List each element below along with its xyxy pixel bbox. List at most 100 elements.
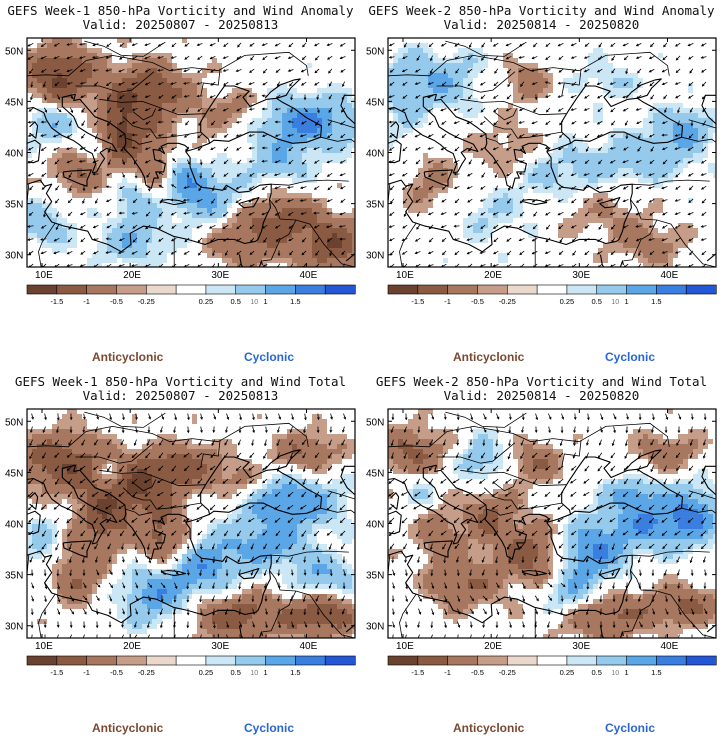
colorbar-label: -0.25 — [499, 668, 516, 677]
country-borders — [388, 411, 716, 638]
colorbar-label: 0.25 — [199, 297, 214, 306]
colorbar-swatch — [205, 284, 237, 295]
colorbar-swatch — [265, 284, 296, 295]
colorbar-label: 1.5 — [651, 297, 661, 306]
latitude-label: 45N — [5, 97, 23, 108]
colorbar-label: 0.25 — [560, 668, 575, 677]
colorbar-swatch — [26, 284, 58, 295]
wind-vectors — [388, 413, 708, 638]
panel-title: GEFS Week-2 850-hPa Vorticity and Wind A… — [368, 3, 715, 18]
latitude-label: 45N — [5, 468, 23, 479]
coastlines — [388, 78, 716, 267]
colorbar-swatch — [626, 655, 657, 666]
colorbar-label: -0.5 — [471, 668, 484, 677]
colorbar-unit: 10 — [250, 299, 258, 306]
colorbar-swatch — [417, 284, 449, 295]
coastlines — [27, 78, 355, 267]
colorbar-label: 0.5 — [592, 297, 602, 306]
colorbar-swatch — [417, 655, 449, 666]
colorbar-swatch — [265, 655, 296, 666]
colorbar: -1.5 -1 -0.5 -0.25 0.25 0.5 1 1.5 10 — [26, 284, 356, 306]
country-borders — [27, 40, 355, 267]
panel-valid-dates: Valid: 20250814 - 20250820 — [443, 17, 640, 32]
panel-title: GEFS Week-1 850-hPa Vorticity and Wind A… — [7, 3, 354, 18]
colorbar-swatch — [536, 655, 568, 666]
colorbar-label: -1.5 — [50, 297, 63, 306]
colorbar-label: 1 — [263, 668, 267, 677]
vorticity-map: 50N 45N 40N 35N 30N 10E 20E 30E 40E -1.5 -1 -0.5 -0.… — [366, 408, 717, 677]
colorbar-swatch — [295, 284, 326, 295]
vorticity-map: 50N 45N 40N 35N 30N 10E 20E 30E 40E -1.5 -1 -0.5 -0.… — [5, 37, 356, 306]
panel-title: GEFS Week-1 850-hPa Vorticity and Wind T… — [14, 374, 347, 389]
colorbar-swatch — [235, 655, 267, 666]
colorbar-swatch — [86, 655, 118, 666]
latitude-label: 35N — [366, 571, 384, 582]
wind-vectors — [27, 413, 347, 638]
coastlines — [388, 449, 716, 638]
colorbar-swatch — [56, 655, 88, 666]
longitude-label: 20E — [123, 641, 141, 652]
colorbar-label: -0.5 — [110, 297, 123, 306]
colorbar-label: -0.25 — [499, 297, 516, 306]
colorbar-label: -0.5 — [110, 668, 123, 677]
colorbar-swatch — [387, 284, 419, 295]
panel-week1-total: GEFS Week-1 850-hPa Vorticity and Wind T… — [0, 371, 361, 742]
colorbar: -1.5 -1 -0.5 -0.25 0.25 0.5 1 1.5 10 — [387, 655, 717, 677]
colorbar: -1.5 -1 -0.5 -0.25 0.25 0.5 1 1.5 10 — [26, 655, 356, 677]
colorbar-swatch — [324, 284, 356, 295]
vorticity-field — [27, 409, 355, 638]
coastlines — [27, 449, 355, 638]
colorbar-label: -0.25 — [138, 668, 155, 677]
colorbar-label: 0.5 — [231, 297, 241, 306]
colorbar-swatch — [26, 655, 58, 666]
longitude-label: 10E — [396, 641, 414, 652]
latitude-label: 50N — [5, 417, 23, 428]
cyclonic-label: Cyclonic — [244, 350, 295, 364]
longitude-label: 30E — [211, 641, 229, 652]
latitude-label: 50N — [5, 46, 23, 57]
colorbar-swatch — [295, 655, 326, 666]
colorbar-label: 1.5 — [651, 668, 661, 677]
wind-vectors — [27, 42, 346, 267]
colorbar-swatch — [116, 655, 147, 666]
colorbar-label: -1 — [83, 297, 90, 306]
longitude-label: 40E — [300, 270, 318, 281]
vorticity-field — [27, 38, 355, 267]
vorticity-field — [388, 409, 716, 638]
latitude-label: 35N — [366, 200, 384, 211]
colorbar-label: -1.5 — [411, 297, 424, 306]
longitude-label: 20E — [123, 270, 141, 281]
longitude-label: 10E — [35, 641, 53, 652]
vorticity-map: 50N 45N 40N 35N 30N 10E 20E 30E 40E -1.5 -1 -0.5 -0.… — [366, 37, 717, 306]
colorbar-swatch — [145, 655, 177, 666]
colorbar-unit: 10 — [250, 670, 258, 677]
colorbar-swatch — [656, 655, 687, 666]
colorbar-unit: 10 — [611, 299, 619, 306]
colorbar: -1.5 -1 -0.5 -0.25 0.25 0.5 1 1.5 10 — [387, 284, 717, 306]
colorbar-swatch — [656, 284, 687, 295]
colorbar-label: 0.25 — [560, 297, 575, 306]
longitude-label: 10E — [396, 270, 414, 281]
longitude-label: 20E — [484, 270, 502, 281]
longitude-label: 30E — [572, 270, 590, 281]
colorbar-label: -1.5 — [50, 668, 63, 677]
latitude-label: 50N — [366, 46, 384, 57]
colorbar-swatch — [56, 284, 88, 295]
cyclonic-label: Cyclonic — [244, 721, 295, 735]
cyclonic-label: Cyclonic — [605, 350, 656, 364]
colorbar-swatch — [477, 655, 508, 666]
colorbar-swatch — [536, 284, 568, 295]
latitude-label: 40N — [366, 520, 384, 531]
colorbar-label: -1.5 — [411, 668, 424, 677]
colorbar-swatch — [685, 284, 717, 295]
longitude-label: 20E — [484, 641, 502, 652]
anticyclonic-label: Anticyclonic — [453, 721, 525, 735]
colorbar-swatch — [596, 284, 628, 295]
colorbar-swatch — [175, 655, 207, 666]
anticyclonic-label: Anticyclonic — [92, 350, 164, 364]
panel-week1-anomaly: GEFS Week-1 850-hPa Vorticity and Wind A… — [0, 0, 361, 371]
colorbar-label: 1.5 — [290, 668, 300, 677]
panel-valid-dates: Valid: 20250807 - 20250813 — [82, 17, 279, 32]
panel-valid-dates: Valid: 20250814 - 20250820 — [443, 388, 640, 403]
latitude-label: 50N — [366, 417, 384, 428]
